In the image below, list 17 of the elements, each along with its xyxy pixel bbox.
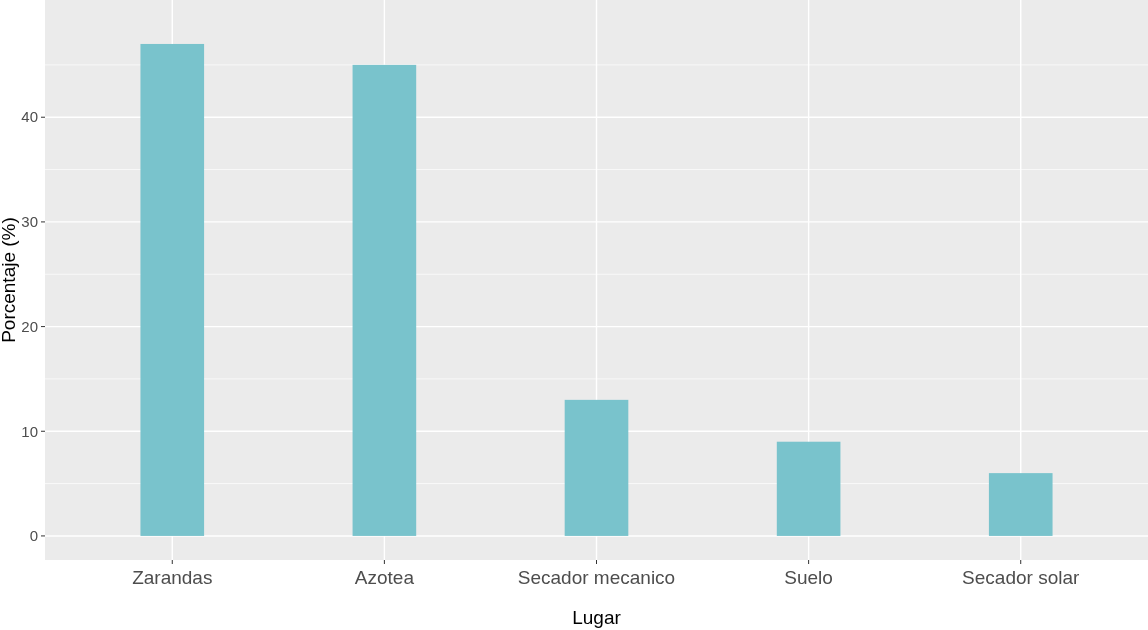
x-tick-label: Zarandas <box>132 567 213 588</box>
bar <box>776 441 841 536</box>
x-tick-label: Secador solar <box>962 567 1081 588</box>
x-axis-title: Lugar <box>572 607 622 628</box>
y-tick-label: 40 <box>21 108 38 126</box>
x-tick-label: Azotea <box>354 567 415 588</box>
y-tick-label: 10 <box>21 422 38 440</box>
bar <box>988 473 1053 536</box>
bar <box>140 43 205 536</box>
x-tick-label: Suelo <box>784 567 833 588</box>
y-tick-label: 30 <box>21 213 38 231</box>
y-tick-label: 20 <box>21 317 38 335</box>
bar <box>352 64 417 536</box>
y-tick-label: 0 <box>29 527 38 545</box>
x-tick-label: Secador mecanico <box>517 567 676 588</box>
y-axis-title: Porcentaje (%) <box>0 217 19 343</box>
bar <box>564 399 629 536</box>
